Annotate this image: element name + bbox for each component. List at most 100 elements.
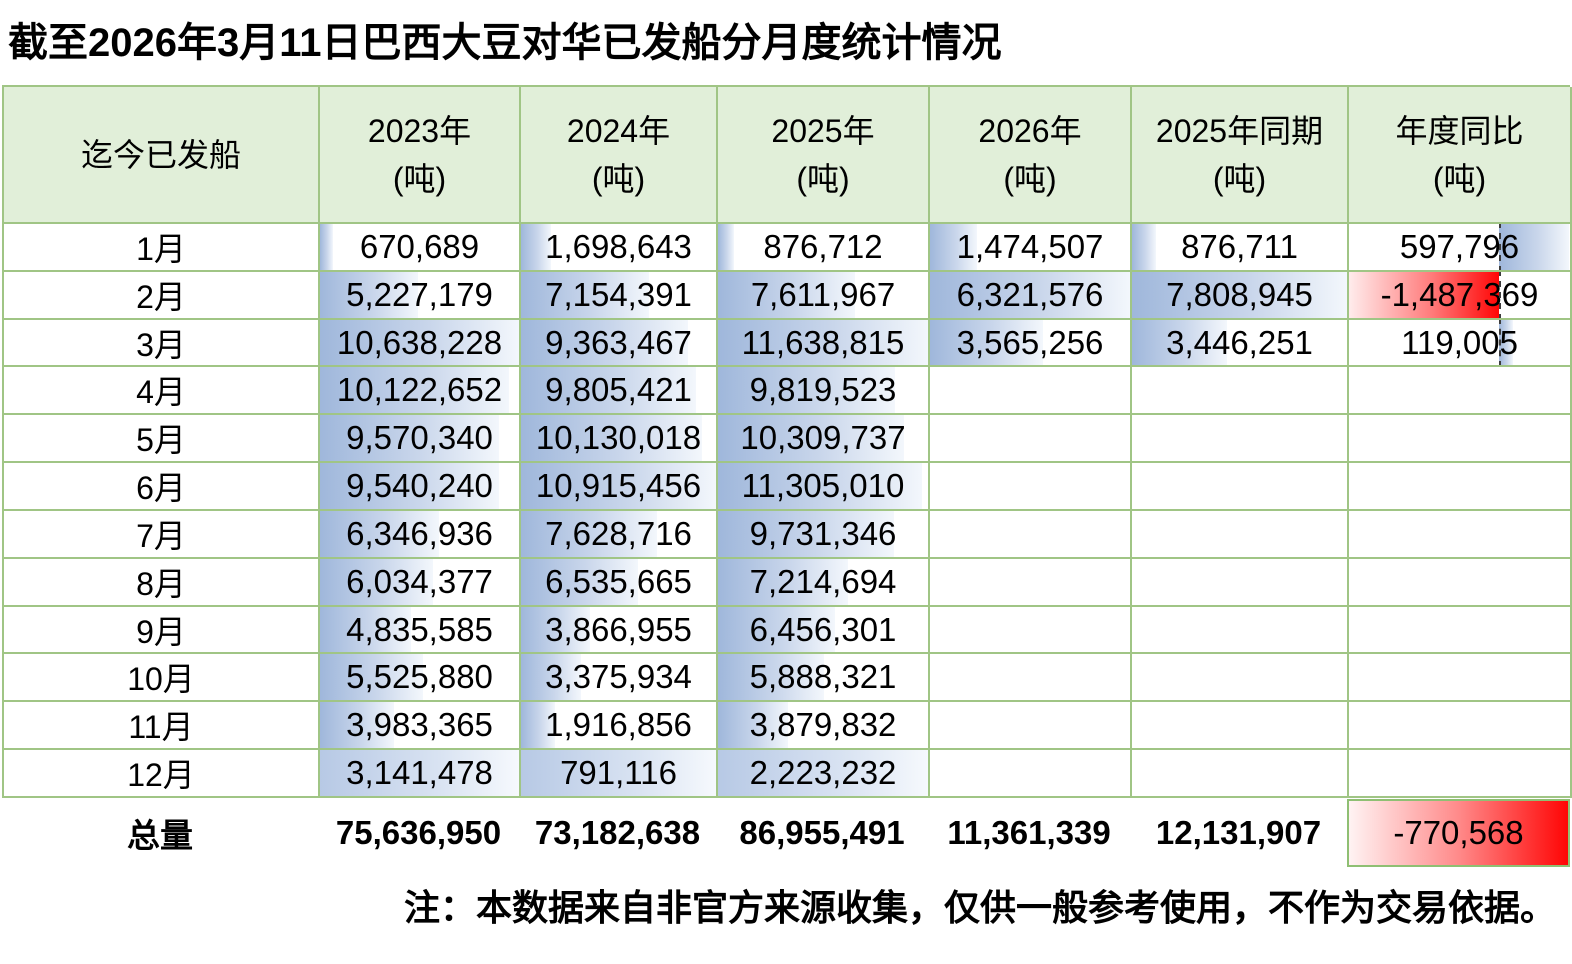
data-bar <box>320 367 510 414</box>
month-label: 12月 <box>127 757 195 794</box>
data-bar <box>718 463 922 509</box>
data-bar <box>718 558 849 605</box>
table-cell: 6,321,576 <box>930 271 1132 320</box>
month-label: 1月 <box>136 230 186 267</box>
table-cell: 2,223,232 <box>718 750 930 798</box>
table-cell <box>930 654 1132 703</box>
data-bar <box>718 224 734 270</box>
footnote: 注：本数据来自非官方来源收集，仅供一般参考使用，不作为交易依据。 <box>403 887 1556 928</box>
table-cell <box>1132 510 1349 559</box>
cell-value: 11,361,339 <box>947 814 1111 851</box>
cell-value: 86,955,491 <box>739 814 905 851</box>
month-cell: 2月 <box>4 271 320 320</box>
table-cell <box>930 415 1132 464</box>
header-line1: 年度同比 <box>1395 112 1524 149</box>
table-cell: 5,525,880 <box>320 654 521 703</box>
cell-value: 791,116 <box>560 754 677 792</box>
data-bar <box>521 415 702 462</box>
table-cell-yoy <box>1349 463 1572 511</box>
table-cell: 9,540,240 <box>320 463 521 511</box>
table-cell: 7,628,716 <box>521 510 718 559</box>
month-cell: 8月 <box>4 558 320 607</box>
header-line2: (吨) <box>796 160 850 197</box>
table-cell: 670,689 <box>320 224 521 272</box>
table-cell: 876,712 <box>718 224 930 272</box>
data-bar <box>521 367 697 414</box>
cell-value: 5,888,321 <box>749 658 897 696</box>
table-cell: 9,570,340 <box>320 415 521 464</box>
table-cell <box>1132 367 1349 416</box>
month-label: 5月 <box>136 422 186 459</box>
cell-value: 670,689 <box>359 227 480 265</box>
cell-value: 3,446,251 <box>1166 323 1313 361</box>
header-line1: 2025年 <box>771 112 875 149</box>
table-cell <box>930 702 1132 751</box>
table-cell-yoy <box>1349 654 1572 703</box>
cell-value: 10,130,018 <box>535 419 702 457</box>
table-cell <box>1132 558 1349 607</box>
cell-value: -770,568 <box>1393 814 1524 851</box>
table-cell: 3,879,832 <box>718 702 930 751</box>
cell-value: 7,628,716 <box>545 514 692 552</box>
header-line1: 2026年 <box>978 112 1082 149</box>
table-cell: 1,916,856 <box>521 702 718 751</box>
cell-value: 3,565,256 <box>956 323 1104 361</box>
month-cell: 7月 <box>4 510 320 559</box>
total-2026: 11,361,339 <box>928 799 1130 867</box>
data-bar <box>718 319 928 366</box>
month-cell: 3月 <box>4 319 320 368</box>
table-cell <box>930 606 1132 655</box>
header-line1: 2024年 <box>566 112 671 149</box>
table-cell: 5,227,179 <box>320 271 521 320</box>
table-cell: 9,819,523 <box>718 367 930 416</box>
month-label: 9月 <box>136 613 186 650</box>
table-cell: 4,835,585 <box>320 606 521 655</box>
table-cell: 11,305,010 <box>718 463 930 511</box>
total-2023: 75,636,950 <box>318 799 519 867</box>
cell-value: 6,535,665 <box>545 562 692 600</box>
month-cell: 9月 <box>4 606 320 655</box>
table-cell <box>930 510 1132 559</box>
table-cell <box>1132 702 1349 751</box>
cell-value: 12,131,907 <box>1155 814 1322 851</box>
cell-value: 9,731,346 <box>749 514 897 552</box>
data-bar <box>1132 271 1347 318</box>
cell-value: 9,805,421 <box>545 371 692 409</box>
data-bar <box>521 319 689 366</box>
cell-value: 6,456,301 <box>749 610 897 648</box>
page-title: 截至2026年3月11日巴西大豆对华已发船分月度统计情况 <box>8 21 1002 65</box>
table-cell <box>1132 463 1349 511</box>
table-cell: 7,154,391 <box>521 271 718 320</box>
table-cell-yoy <box>1349 606 1572 655</box>
data-bar <box>718 606 835 653</box>
table-cell: 1,474,507 <box>930 224 1132 272</box>
header-line1: 2023年 <box>367 112 472 149</box>
cell-value: 6,034,377 <box>346 562 493 600</box>
table-cell-yoy <box>1349 702 1572 751</box>
data-bar <box>320 319 519 366</box>
table-cell <box>1132 606 1349 655</box>
cell-value: 119,005 <box>1401 323 1518 361</box>
data-bar <box>521 750 716 796</box>
cell-value: 7,154,391 <box>545 275 692 313</box>
data-bar <box>718 702 788 749</box>
data-bar <box>521 654 582 701</box>
data-bar <box>1132 224 1157 270</box>
table-cell: 10,122,652 <box>320 367 521 416</box>
table-cell: 9,363,467 <box>521 319 718 368</box>
cell-value: 6,321,576 <box>956 275 1104 313</box>
total-2024: 73,182,638 <box>519 799 716 867</box>
table-cell: 3,983,365 <box>320 702 521 751</box>
table-cell: 5,888,321 <box>718 654 930 703</box>
table-cell: 10,915,456 <box>521 463 718 511</box>
cell-value: 876,711 <box>1181 227 1298 265</box>
column-header-2025-same-period: 2025年同期 (吨) <box>1132 87 1349 224</box>
cell-value: 10,122,652 <box>336 371 503 409</box>
month-label: 6月 <box>136 470 186 507</box>
header-label: 迄今已发船 <box>80 136 241 173</box>
cell-value: 11,638,815 <box>741 323 905 361</box>
table-cell: 3,565,256 <box>930 319 1132 368</box>
cell-value: 1,698,643 <box>545 227 692 265</box>
data-bar <box>1349 271 1499 318</box>
